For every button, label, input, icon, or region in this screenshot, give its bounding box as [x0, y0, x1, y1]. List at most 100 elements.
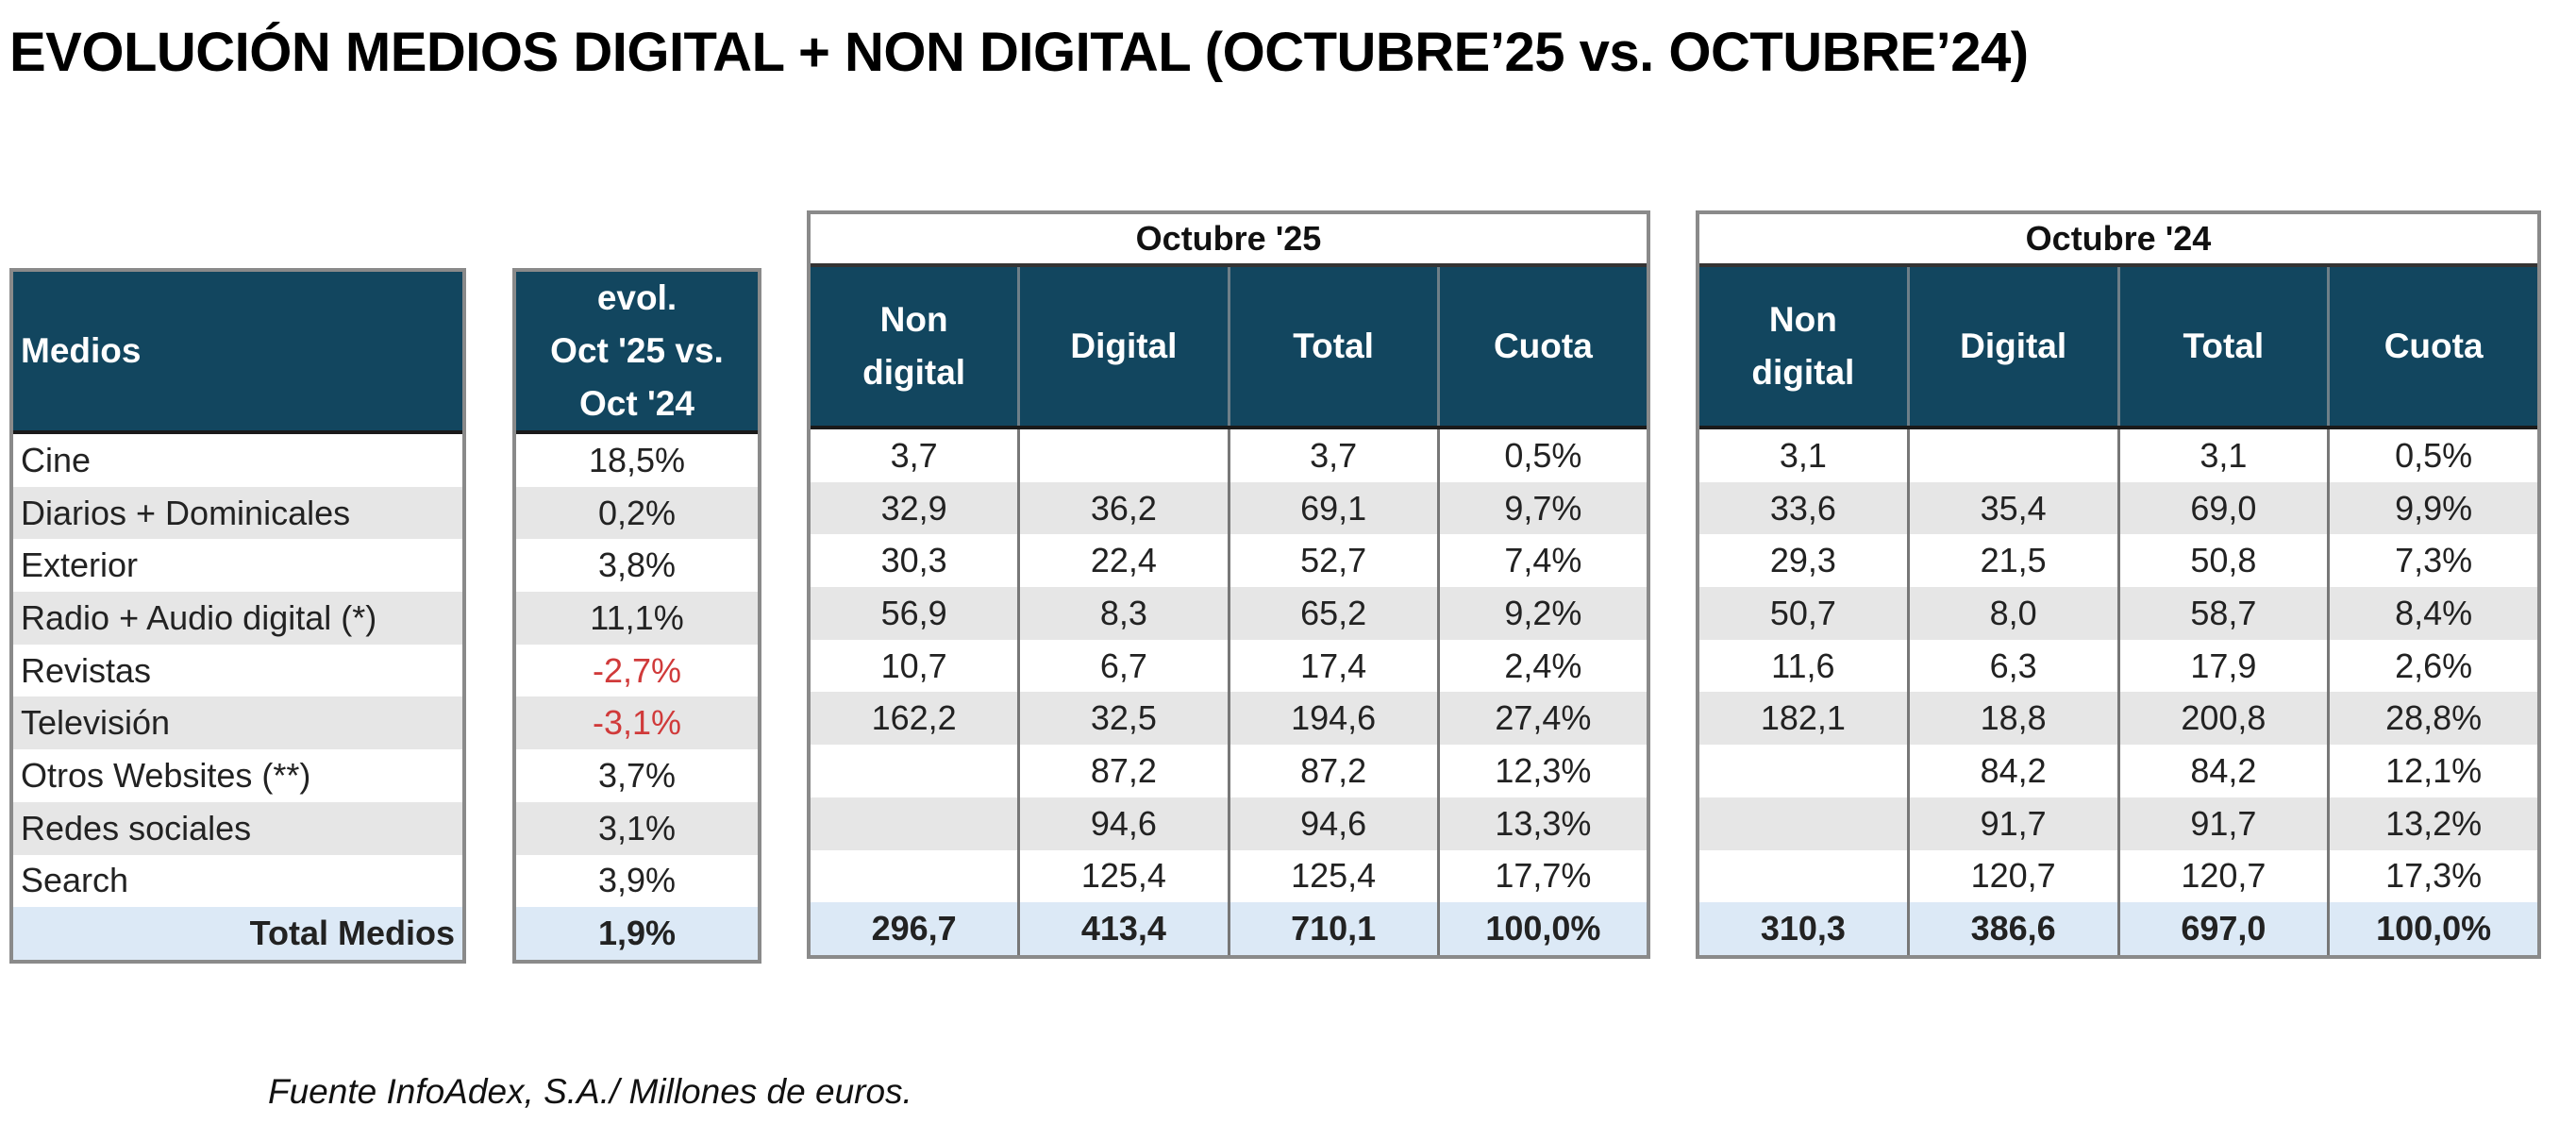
- evolution-cell: 3,7%: [597, 755, 677, 795]
- cuota-cell: 13,2%: [2327, 797, 2537, 850]
- table-row: 32,9 36,2 69,1 9,7%: [811, 481, 1647, 535]
- digital-cell: 87,2: [1017, 745, 1227, 797]
- non-digital-cell: [811, 850, 1017, 903]
- header-row: evol. Oct '25 vs. Oct '24: [516, 272, 758, 434]
- medio-name-cell: Search: [21, 861, 129, 900]
- cuota-cell: 7,4%: [1436, 534, 1647, 588]
- table-row: 29,3 21,5 50,8 7,3%: [1699, 534, 2537, 588]
- cuota-cell: 2,6%: [2327, 639, 2537, 693]
- digital-cell: [1906, 429, 2117, 482]
- medio-name-cell: Revistas: [21, 650, 152, 690]
- evolution-cell: 3,9%: [597, 861, 677, 900]
- non-digital-cell: [1699, 850, 1907, 903]
- evolution-cell: 18,5%: [588, 440, 686, 479]
- table-row: Diarios + Dominicales: [13, 486, 462, 540]
- column-header-digital: Digital: [1017, 267, 1227, 426]
- medio-name-cell: Exterior: [21, 545, 139, 585]
- header-line: Non: [879, 300, 948, 339]
- medio-name-cell: Cine: [21, 440, 92, 479]
- non-digital-cell: 3,7: [890, 435, 938, 475]
- column-header-digital: Digital: [1906, 267, 2117, 426]
- evolution-cell: 11,1%: [590, 597, 684, 637]
- table-row: 3,1 3,1 0,5%: [1699, 429, 2537, 482]
- cuota-cell: 2,4%: [1436, 639, 1647, 693]
- cuota-cell: 8,4%: [2327, 587, 2537, 640]
- cuota-cell: 9,9%: [2327, 481, 2537, 535]
- header-line: Total: [2183, 327, 2265, 365]
- table-row: 120,7 120,7 17,3%: [1699, 849, 2537, 903]
- source-footnote: Fuente InfoAdex, S.A./ Millones de euros…: [268, 1072, 912, 1111]
- table-row: Redes sociales: [13, 801, 462, 855]
- medio-name-cell: Diarios + Dominicales: [21, 493, 351, 532]
- evolution-table: evol. Oct '25 vs. Oct '24 18,5% 0,2% 3,8% 11,1…: [512, 268, 761, 964]
- digital-cell: 84,2: [1906, 745, 2117, 797]
- total-row: Total Medios: [13, 907, 462, 960]
- medio-name-cell: Redes sociales: [21, 808, 252, 847]
- cuota-cell: 27,4%: [1436, 692, 1647, 746]
- column-header-total: Total: [1227, 267, 1437, 426]
- table-row: 10,7 6,7 17,4 2,4%: [811, 639, 1647, 693]
- total-non-digital-cell: 296,7: [871, 909, 957, 948]
- total-cell: 69,1: [1227, 481, 1437, 535]
- total-digital-cell: 413,4: [1017, 902, 1227, 955]
- non-digital-cell: 30,3: [880, 541, 947, 580]
- total-row: 310,3 386,6 697,0 100,0%: [1699, 902, 2537, 955]
- table-row: 84,2 84,2 12,1%: [1699, 745, 2537, 797]
- non-digital-cell: 56,9: [880, 593, 947, 632]
- period-group-header: Octubre '25: [811, 214, 1647, 267]
- cuota-cell: 7,3%: [2327, 534, 2537, 588]
- non-digital-cell: [811, 745, 1017, 797]
- table-row: 3,7 3,7 0,5%: [811, 429, 1647, 482]
- table-row: 11,6 6,3 17,9 2,6%: [1699, 639, 2537, 693]
- column-header-total: Total: [2116, 267, 2328, 426]
- total-row: 296,7 413,4 710,1 100,0%: [811, 902, 1647, 955]
- medio-name-cell: Televisión: [21, 703, 171, 743]
- total-cell: 3,7: [1227, 429, 1437, 482]
- cuota-cell: 17,3%: [2327, 849, 2537, 903]
- table-row: 162,2 32,5 194,6 27,4%: [811, 692, 1647, 746]
- non-digital-cell: 3,1: [1779, 435, 1827, 475]
- table-row: 125,4 125,4 17,7%: [811, 849, 1647, 903]
- header-line: Cuota: [1493, 327, 1593, 365]
- non-digital-cell: 32,9: [880, 488, 947, 528]
- cuota-cell: 9,2%: [1436, 587, 1647, 640]
- table-row: 33,6 35,4 69,0 9,9%: [1699, 481, 2537, 535]
- table-row: 3,9%: [516, 855, 758, 908]
- page-title: EVOLUCIÓN MEDIOS DIGITAL + NON DIGITAL (…: [9, 22, 2029, 83]
- table-row: Cine: [13, 434, 462, 487]
- cuota-cell: 13,3%: [1436, 797, 1647, 850]
- table-row: 56,9 8,3 65,2 9,2%: [811, 587, 1647, 640]
- digital-cell: 21,5: [1906, 534, 2117, 588]
- evolution-cell: 3,1%: [597, 808, 677, 847]
- total-cell: 125,4: [1227, 849, 1437, 903]
- evolution-cell: -3,1%: [592, 703, 682, 743]
- total-cell: 94,6: [1227, 797, 1437, 850]
- total-cell: 69,0: [2116, 481, 2328, 535]
- total-cell: 50,8: [2116, 534, 2328, 588]
- total-cell: 65,2: [1227, 587, 1437, 640]
- total-non-digital-cell: 310,3: [1760, 909, 1846, 948]
- total-evolution-cell: 1,9%: [597, 914, 677, 953]
- table-row: Radio + Audio digital (*): [13, 592, 462, 645]
- october-24-table: Octubre '24 Non digital Digital Total Cuota 3,…: [1696, 210, 2541, 959]
- october-25-table: Octubre '25 Non digital Digital Total Cuota 3,…: [807, 210, 1650, 959]
- header-line: Non: [1768, 300, 1837, 339]
- table-row: 18,5%: [516, 434, 758, 487]
- digital-cell: 120,7: [1906, 849, 2117, 903]
- table-row: 0,2%: [516, 486, 758, 540]
- digital-cell: 32,5: [1017, 692, 1227, 746]
- total-cell: 84,2: [2116, 745, 2328, 797]
- medio-name-cell: Otros Websites (**): [21, 755, 311, 795]
- non-digital-cell: 33,6: [1769, 488, 1836, 528]
- table-row: -2,7%: [516, 645, 758, 697]
- table-row: 182,1 18,8 200,8 28,8%: [1699, 692, 2537, 746]
- evolution-cell: 3,8%: [597, 545, 677, 585]
- header-line: Digital: [1960, 327, 2067, 365]
- table-row: 94,6 94,6 13,3%: [811, 797, 1647, 850]
- medio-name-cell: Radio + Audio digital (*): [21, 597, 377, 637]
- header-line: Digital: [1070, 327, 1178, 365]
- non-digital-cell: 162,2: [871, 698, 957, 738]
- digital-cell: 8,3: [1017, 587, 1227, 640]
- total-cell: 200,8: [2116, 692, 2328, 746]
- total-cell: 91,7: [2116, 797, 2328, 850]
